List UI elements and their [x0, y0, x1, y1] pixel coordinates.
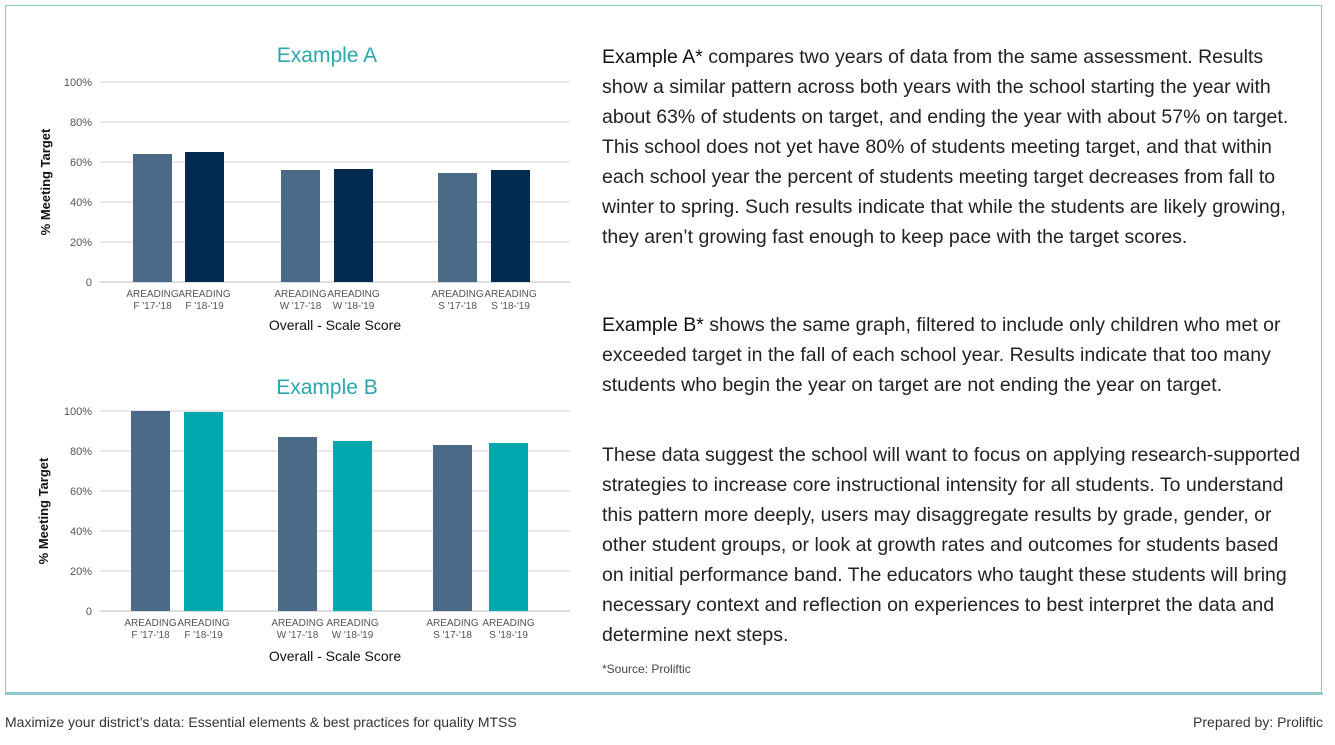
x-tick-label: F '17-'18: [133, 301, 172, 312]
chart-title: Example A: [277, 44, 377, 67]
chart-example-b: Example B 0 20% 40% 60% 80% 100% % Meeting Targ…: [36, 376, 570, 664]
y-tick-label: 100%: [64, 406, 92, 418]
example-b-body: shows the same graph, filtered to includ…: [602, 314, 1281, 396]
y-tick-label: 100%: [64, 77, 92, 89]
x-tick-label: AREADING: [484, 289, 536, 300]
y-tick-label: 0: [86, 277, 92, 289]
x-tick-label: AREADING: [178, 289, 230, 300]
y-tick-label: 40%: [70, 526, 92, 538]
bar: [131, 411, 170, 611]
bar: [433, 445, 472, 611]
content-panel: [5, 5, 1322, 693]
bar: [185, 152, 224, 282]
source-note: *Source: Proliftic: [602, 662, 691, 676]
charts-canvas: Example A 0 20% 40% 60% 80% 100% % Meeting Targ…: [36, 44, 570, 664]
footer-title: Maximize your district’s data: Essential…: [5, 714, 517, 730]
y-tick-label: 60%: [70, 486, 92, 498]
paragraph-example-a: Example A* compares two years of data fr…: [602, 42, 1302, 252]
bar: [184, 412, 223, 611]
x-tick-label: W '17-'18: [277, 630, 319, 641]
example-b-lead: Example B*: [602, 314, 704, 336]
x-tick-label: AREADING: [426, 618, 478, 629]
x-tick-label: F '18-'19: [185, 301, 224, 312]
bar: [333, 441, 372, 611]
x-tick-label: AREADING: [327, 289, 379, 300]
x-tick-label: S '17-'18: [438, 301, 477, 312]
bar: [278, 437, 317, 611]
example-a-lead: Example A*: [602, 46, 703, 68]
x-tick-label: AREADING: [431, 289, 483, 300]
x-tick-label: F '18-'19: [184, 630, 223, 641]
x-tick-label: AREADING: [271, 618, 323, 629]
x-tick-label: S '18-'19: [489, 630, 528, 641]
footer-divider: [5, 693, 1323, 695]
paragraph-example-b: Example B* shows the same graph, filtere…: [602, 310, 1302, 400]
x-tick-label: AREADING: [274, 289, 326, 300]
x-tick-label: AREADING: [126, 289, 178, 300]
bar: [334, 169, 373, 282]
bar: [438, 173, 477, 282]
x-tick-label: S '18-'19: [491, 301, 530, 312]
y-tick-label: 40%: [70, 197, 92, 209]
bar: [491, 170, 530, 282]
x-tick-label: AREADING: [177, 618, 229, 629]
y-tick-label: 80%: [70, 117, 92, 129]
y-tick-label: 80%: [70, 446, 92, 458]
x-tick-label: AREADING: [326, 618, 378, 629]
example-a-body: compares two years of data from the same…: [602, 46, 1289, 248]
footer-credit: Prepared by: Proliftic: [1193, 714, 1323, 730]
y-tick-label: 20%: [70, 566, 92, 578]
y-axis-label: % Meeting Target: [36, 457, 51, 564]
y-tick-label: 20%: [70, 237, 92, 249]
x-tick-label: W '17-'18: [280, 301, 322, 312]
paragraph-recommendation: These data suggest the school will want …: [602, 444, 1301, 646]
x-tick-label: AREADING: [124, 618, 176, 629]
y-tick-label: 60%: [70, 157, 92, 169]
x-tick-label: AREADING: [482, 618, 534, 629]
x-axis-label: Overall - Scale Score: [269, 648, 401, 664]
chart-title: Example B: [276, 376, 378, 399]
x-tick-label: S '17-'18: [433, 630, 472, 641]
y-axis-label: % Meeting Target: [38, 128, 53, 235]
chart-example-a: Example A 0 20% 40% 60% 80% 100% % Meeting Targ…: [38, 44, 570, 333]
bar: [281, 170, 320, 282]
bar: [489, 443, 528, 611]
bar: [133, 154, 172, 282]
x-axis-label: Overall - Scale Score: [269, 317, 401, 333]
x-tick-label: W '18-'19: [332, 630, 374, 641]
x-tick-label: W '18-'19: [333, 301, 375, 312]
y-tick-label: 0: [86, 606, 92, 618]
x-tick-label: F '17-'18: [131, 630, 170, 641]
